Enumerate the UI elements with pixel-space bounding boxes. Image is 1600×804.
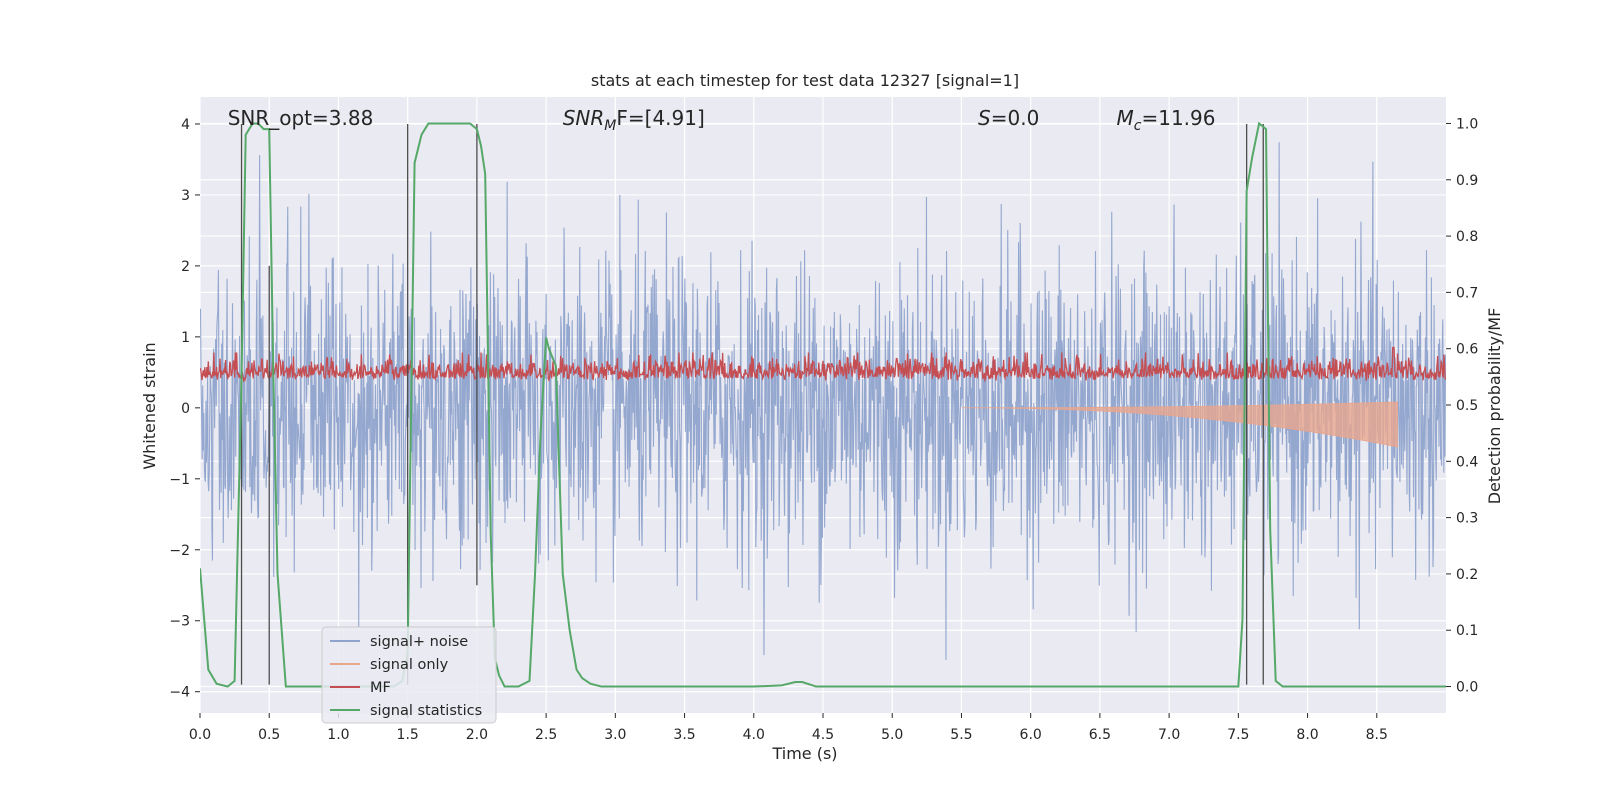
y-tick-label: −1 [169,472,190,488]
x-tick-label: 1.0 [327,727,349,743]
x-tick-label: 1.5 [397,727,419,743]
annotation-2: S=0.0 [978,106,1039,130]
y-axis-label: Whitened strain [140,342,159,469]
y2-tick-label: 0.3 [1456,511,1478,527]
y-tick-label: 1 [181,330,190,346]
x-tick-label: 5.5 [950,727,972,743]
annotation-3: Mc=11.96 [1117,106,1216,134]
x-tick-label: 7.0 [1158,727,1180,743]
legend-label-3: signal statistics [370,703,482,719]
stat-line [200,121,1446,688]
x-tick-label: 6.5 [1089,727,1111,743]
x-tick-label: 4.5 [812,727,834,743]
x-tick-label: 5.0 [881,727,903,743]
legend-label-0: signal+ noise [370,634,468,650]
x-tick-label: 6.0 [1020,727,1042,743]
series-signal-only [961,401,1398,448]
x-tick-label: 2.0 [466,727,488,743]
y-tick-label: 0 [181,401,190,417]
series-signal-statistics [200,121,1446,688]
y2-tick-label: 0.0 [1456,680,1478,696]
x-tick-label: 4.0 [743,727,765,743]
legend-label-2: MF [370,680,391,696]
x-axis-label: Time (s) [771,744,837,763]
y-axis-right: 0.0 0.1 0.2 0.3 0.4 0.5 0.6 0.7 0.8 0.9 1.0 [1446,116,1478,696]
y-tick-label: −3 [169,614,190,630]
y-tick-label: 3 [181,188,190,204]
y-tick-label: 4 [181,117,190,133]
x-tick-label: 8.0 [1296,727,1318,743]
x-tick-label: 3.0 [604,727,626,743]
y2-tick-label: 0.9 [1456,173,1478,189]
y2-tick-label: 0.7 [1456,285,1478,301]
annotation-1: SNRMF=[4.91] [563,106,705,134]
chirp-band [961,401,1398,448]
y2-tick-label: 0.1 [1456,623,1478,639]
y2-tick-label: 1.0 [1456,116,1478,132]
y2-tick-label: 0.8 [1456,229,1478,245]
x-tick-label: 2.5 [535,727,557,743]
legend-label-1: signal only [370,657,449,673]
y-tick-label: −4 [169,685,190,701]
y2-tick-label: 0.2 [1456,567,1478,583]
y2-axis-label: Detection probability/MF [1485,308,1504,505]
x-axis: 0.0 0.5 1.0 1.5 2.0 2.5 3.0 3.5 4.0 4.5 5.0 5.5 6.0 6… [189,713,1388,743]
x-tick-label: 0.0 [189,727,211,743]
annotation-0: SNR_opt=3.88 [228,106,374,130]
y-tick-label: 2 [181,259,190,275]
x-tick-label: 7.5 [1227,727,1249,743]
x-tick-label: 8.5 [1366,727,1388,743]
y2-tick-label: 0.6 [1456,342,1478,358]
legend: signal+ noise signal only MF signal statist… [321,626,497,724]
y2-tick-label: 0.5 [1456,398,1478,414]
annotations: SNR_opt=3.88 SNRMF=[4.91] S=0.0 Mc=11.96 [228,106,1216,134]
y-tick-label: −2 [169,543,190,559]
x-tick-label: 3.5 [673,727,695,743]
y-axis-left: −4 −3 −2 −1 0 1 2 3 4 [169,117,200,701]
x-tick-label: 0.5 [258,727,280,743]
chart-title: stats at each timestep for test data 123… [591,71,1019,90]
y2-tick-label: 0.4 [1456,454,1478,470]
